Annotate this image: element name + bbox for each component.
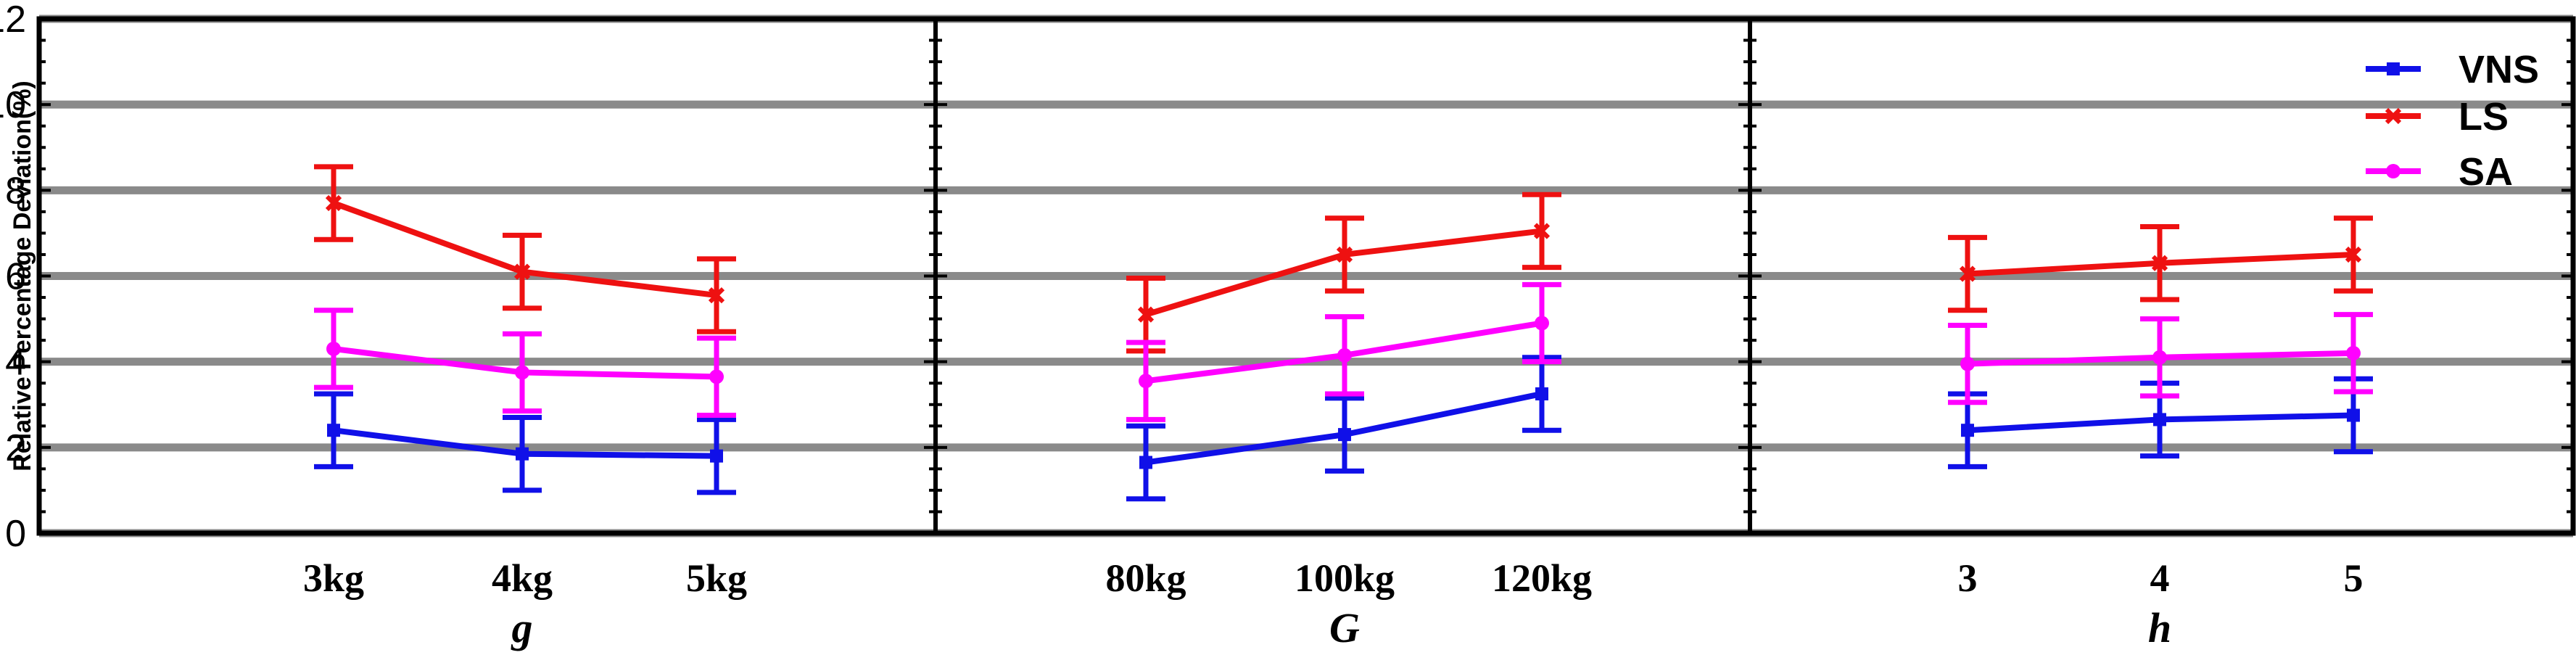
marker-cross: [2345, 246, 2362, 263]
data-series: [314, 164, 2373, 502]
gridlines: [39, 15, 2573, 537]
y-tick-label: 10: [0, 84, 26, 126]
y-tick-label: 6: [5, 256, 26, 298]
series-VNS-panel-3: [1948, 376, 2373, 469]
legend-label: VNS: [2459, 48, 2539, 91]
series-VNS-panel-1: [314, 391, 736, 495]
marker-square: [1961, 424, 1974, 437]
marker-cross: [1959, 265, 1976, 282]
marker-circle: [1337, 347, 1352, 363]
x-tick-label: 5kg: [686, 556, 747, 600]
x-tick-label: 80kg: [1105, 556, 1186, 600]
marker-square: [327, 424, 340, 437]
x-tick-label: 5: [2344, 556, 2364, 600]
legend-item-VNS: VNS: [2366, 48, 2539, 91]
marker-cross: [2151, 255, 2168, 271]
series-LS-panel-1: [314, 164, 736, 334]
y-tick-label: 0: [5, 513, 26, 555]
marker-cross: [513, 263, 531, 280]
y-tick-label: 2: [5, 427, 26, 469]
series-LS-panel-3: [1948, 215, 2373, 313]
marker-square: [1535, 387, 1548, 400]
axis-ticks: 0 2 4 6 8 10 12: [0, 0, 2573, 555]
marker-circle: [515, 365, 529, 380]
x-axis-label: h: [2148, 604, 2171, 651]
marker-circle: [2152, 350, 2167, 365]
marker-circle: [1960, 356, 1975, 371]
x-tick-label: 4kg: [492, 556, 553, 600]
marker-cross: [1533, 223, 1551, 239]
marker-cross: [325, 194, 342, 212]
marker-square: [710, 449, 723, 463]
marker-square: [1139, 456, 1152, 469]
x-axis-label: G: [1329, 604, 1360, 651]
x-tick-label: 100kg: [1295, 556, 1395, 600]
marker-cross: [1137, 306, 1155, 323]
y-tick-label: 4: [5, 342, 26, 384]
marker-square: [2153, 413, 2166, 427]
marker-cross: [708, 287, 725, 304]
legend-item-SA: SA: [2366, 150, 2513, 194]
marker-square: [516, 447, 529, 461]
x-tick-label: 4: [2150, 556, 2170, 600]
marker-circle: [1535, 316, 1549, 331]
marker-cross: [1336, 246, 1353, 263]
legend-item-LS: LS: [2366, 95, 2509, 139]
x-tick-label: 3kg: [303, 556, 364, 600]
marker-circle: [1139, 374, 1153, 389]
legend-label: LS: [2459, 95, 2509, 139]
y-tick-label: 12: [0, 0, 26, 41]
axis-labels: Relative Percentage Deviation(%) 3kg 4kg 5k…: [9, 81, 2364, 651]
x-tick-label: 3: [1958, 556, 1978, 600]
marker-circle: [2346, 345, 2361, 361]
x-tick-label: 120kg: [1492, 556, 1592, 600]
marker-square: [2387, 62, 2400, 75]
marker-circle: [709, 369, 724, 384]
marker-cross: [2385, 107, 2402, 125]
series-VNS-panel-2: [1126, 355, 1561, 502]
series-line: [332, 200, 717, 299]
series-SA-panel-1: [314, 308, 736, 419]
series-SA-panel-3: [1948, 312, 2373, 405]
marker-circle: [326, 341, 341, 356]
x-axis-label: g: [511, 604, 533, 651]
legend-label: SA: [2459, 150, 2513, 194]
marker-square: [1338, 428, 1351, 442]
series-LS-panel-2: [1126, 191, 1561, 354]
marker-circle: [2386, 164, 2400, 178]
y-tick-label: 8: [5, 170, 26, 212]
marker-square: [2347, 408, 2360, 422]
series-SA-panel-2: [1126, 281, 1561, 422]
y-axis-label: Relative Percentage Deviation(%): [9, 81, 36, 471]
